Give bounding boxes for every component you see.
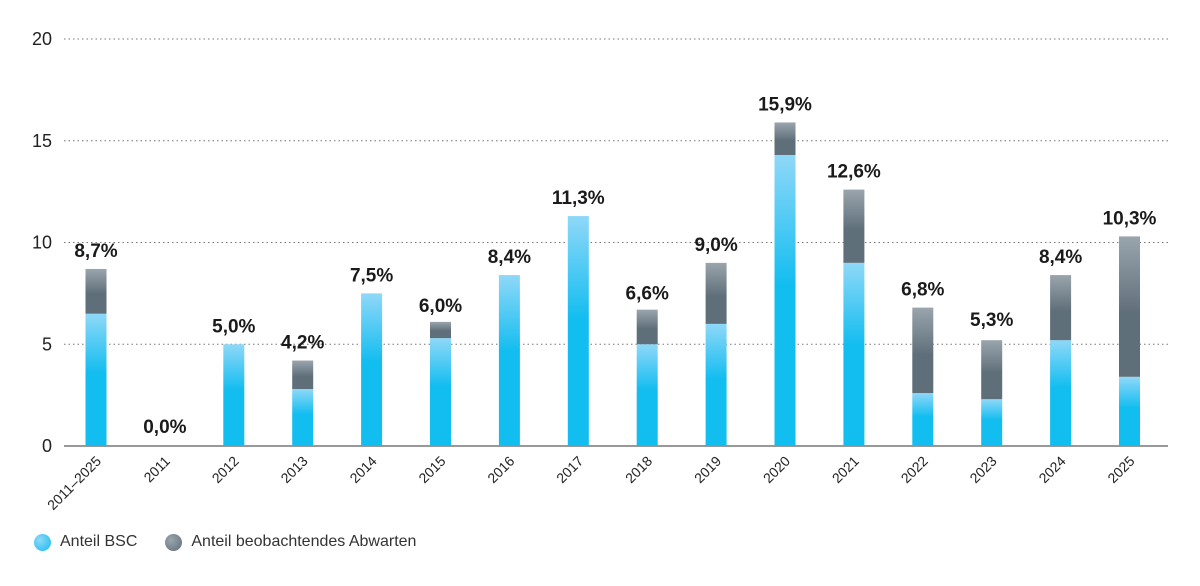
bar-bsc: [292, 389, 314, 446]
data-label: 6,8%: [901, 280, 944, 301]
x-tick-label: 2016: [484, 453, 517, 486]
bar-bsc: [1119, 376, 1140, 446]
bar-bsc: [430, 338, 451, 446]
data-label: 5,3%: [970, 310, 1013, 331]
bar-bsc: [843, 262, 865, 446]
bar-bsc: [912, 393, 934, 446]
data-label: 7,5%: [350, 265, 393, 286]
data-label: 6,0%: [419, 296, 462, 317]
legend-swatch-abwarten: [165, 533, 183, 551]
bar-bsc: [498, 275, 520, 446]
x-tick-label: 2012: [209, 453, 242, 486]
data-label: 9,0%: [694, 235, 737, 256]
data-label: 8,4%: [1039, 247, 1082, 268]
legend-label-bsc: Anteil BSC: [60, 533, 138, 550]
x-axis: 2011–2025 2011 2012 2013 2014 2015 2016 2017 201…: [44, 453, 1138, 513]
data-label: 11,3%: [552, 188, 605, 209]
x-tick-label: 2024: [1035, 453, 1068, 486]
data-label: 4,2%: [281, 333, 324, 354]
legend-label-abwarten: Anteil beobachtendes Abwarten: [191, 533, 417, 550]
data-labels: 8,7% 0,0% 5,0% 4,2% 7,5% 6,0% 8,4% 11,3% 6,6% 9,0…: [74, 94, 1156, 438]
data-label: 6,6%: [626, 284, 669, 305]
bars: [85, 122, 1140, 446]
bar-bsc: [567, 216, 589, 446]
x-tick-label: 2021: [829, 453, 862, 486]
x-tick-label: 2011: [140, 453, 173, 486]
data-label: 5,0%: [212, 316, 255, 337]
bar-abwarten: [85, 268, 107, 314]
bar-abwarten: [705, 262, 727, 324]
data-label: 12,6%: [827, 162, 881, 183]
bar-abwarten: [981, 340, 1003, 400]
data-label: 0,0%: [143, 417, 186, 438]
x-tick-label: 2011–2025: [44, 453, 104, 513]
legend: Anteil BSC Anteil beobachtendes Abwarten: [34, 533, 444, 551]
bar-bsc: [636, 344, 658, 446]
y-tick-label: 5: [42, 334, 52, 354]
x-tick-label: 2015: [415, 453, 448, 486]
bar-abwarten: [912, 307, 934, 394]
bar-abwarten: [1119, 236, 1140, 377]
bar-abwarten: [1050, 275, 1072, 341]
bar-abwarten: [774, 122, 796, 155]
x-tick-label: 2020: [760, 453, 793, 486]
bar-bsc: [85, 313, 107, 446]
bar-bsc: [774, 154, 796, 446]
data-label: 15,9%: [758, 94, 812, 115]
x-tick-label: 2023: [966, 453, 999, 486]
x-tick-label: 2013: [277, 453, 310, 486]
y-tick-label: 10: [32, 233, 52, 253]
x-tick-label: 2017: [553, 453, 586, 486]
bar-bsc: [223, 344, 245, 446]
y-tick-label: 0: [42, 436, 52, 456]
legend-swatch-bsc: [34, 533, 51, 551]
bar-bsc: [361, 293, 383, 446]
legend-item-abwarten: Anteil beobachtendes Abwarten: [165, 533, 416, 551]
bar-abwarten: [430, 321, 451, 339]
data-label: 10,3%: [1103, 208, 1157, 229]
bar-abwarten: [843, 189, 865, 263]
data-label: 8,7%: [74, 241, 117, 262]
bar-abwarten: [292, 360, 314, 390]
bar-bsc: [705, 323, 727, 446]
bar-bsc: [981, 399, 1003, 446]
y-tick-label: 15: [32, 131, 52, 151]
data-label: 8,4%: [488, 247, 531, 268]
x-tick-label: 2022: [898, 453, 931, 486]
x-tick-label: 2019: [691, 453, 724, 486]
y-tick-label: 20: [32, 29, 52, 49]
x-tick-label: 2025: [1104, 453, 1137, 486]
x-tick-label: 2014: [346, 453, 379, 486]
bar-bsc: [1050, 340, 1072, 446]
x-tick-label: 2018: [622, 453, 655, 486]
y-axis: 0 5 10 15 20: [32, 29, 52, 456]
legend-item-bsc: Anteil BSC: [34, 533, 137, 551]
bar-abwarten: [636, 309, 658, 345]
